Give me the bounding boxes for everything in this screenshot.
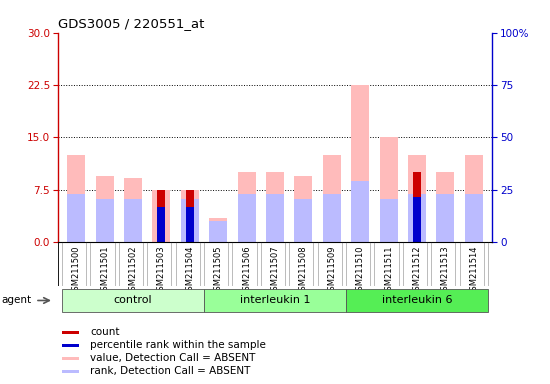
Bar [62, 344, 79, 347]
Text: interleukin 6: interleukin 6 [382, 295, 452, 306]
Bar [186, 207, 194, 242]
Text: count: count [90, 328, 120, 338]
Bar [209, 221, 227, 242]
Bar [157, 207, 166, 242]
Text: GSM211506: GSM211506 [242, 245, 251, 296]
Bar [323, 194, 341, 242]
Text: GSM211509: GSM211509 [327, 245, 336, 296]
Bar [238, 194, 256, 242]
Bar [67, 194, 85, 242]
Bar [62, 370, 79, 373]
Text: GSM211508: GSM211508 [299, 245, 308, 296]
Bar [62, 331, 79, 334]
Bar [351, 180, 369, 242]
Text: GSM211504: GSM211504 [185, 245, 194, 296]
Bar [181, 190, 199, 242]
Bar [152, 190, 170, 242]
Bar [96, 199, 114, 242]
Text: GSM211507: GSM211507 [271, 245, 279, 296]
Text: rank, Detection Call = ABSENT: rank, Detection Call = ABSENT [90, 366, 251, 376]
Text: GSM211501: GSM211501 [100, 245, 109, 296]
Bar [379, 199, 398, 242]
Bar [436, 194, 454, 242]
Bar [351, 85, 369, 242]
Text: GSM211500: GSM211500 [72, 245, 81, 296]
Bar [238, 172, 256, 242]
Text: value, Detection Call = ABSENT: value, Detection Call = ABSENT [90, 353, 256, 363]
Bar [67, 155, 85, 242]
FancyBboxPatch shape [346, 289, 488, 312]
Text: GSM211502: GSM211502 [129, 245, 138, 296]
Bar [408, 155, 426, 242]
Bar [186, 190, 194, 242]
Text: interleukin 1: interleukin 1 [240, 295, 310, 306]
Bar [465, 155, 483, 242]
Bar [294, 175, 312, 242]
FancyBboxPatch shape [204, 289, 346, 312]
Bar [408, 194, 426, 242]
Bar [124, 199, 142, 242]
Bar [266, 194, 284, 242]
Bar [323, 155, 341, 242]
Bar [209, 217, 227, 242]
Bar [181, 199, 199, 242]
Text: GSM211510: GSM211510 [356, 245, 365, 296]
Text: GSM211513: GSM211513 [441, 245, 450, 296]
Text: GSM211512: GSM211512 [412, 245, 421, 296]
Bar [413, 197, 421, 242]
Bar [62, 357, 79, 360]
Text: GSM211511: GSM211511 [384, 245, 393, 296]
Bar [413, 172, 421, 242]
Text: agent: agent [2, 295, 32, 306]
Bar [266, 172, 284, 242]
Bar [124, 178, 142, 242]
Text: GSM211505: GSM211505 [214, 245, 223, 296]
Text: GSM211514: GSM211514 [469, 245, 478, 296]
Text: control: control [114, 295, 152, 306]
Bar [96, 175, 114, 242]
Bar [436, 172, 454, 242]
Text: percentile rank within the sample: percentile rank within the sample [90, 340, 266, 350]
Bar [294, 199, 312, 242]
Text: GDS3005 / 220551_at: GDS3005 / 220551_at [58, 17, 204, 30]
Text: GSM211503: GSM211503 [157, 245, 166, 296]
Bar [465, 194, 483, 242]
FancyBboxPatch shape [62, 289, 204, 312]
Bar [379, 137, 398, 242]
Bar [157, 190, 166, 242]
